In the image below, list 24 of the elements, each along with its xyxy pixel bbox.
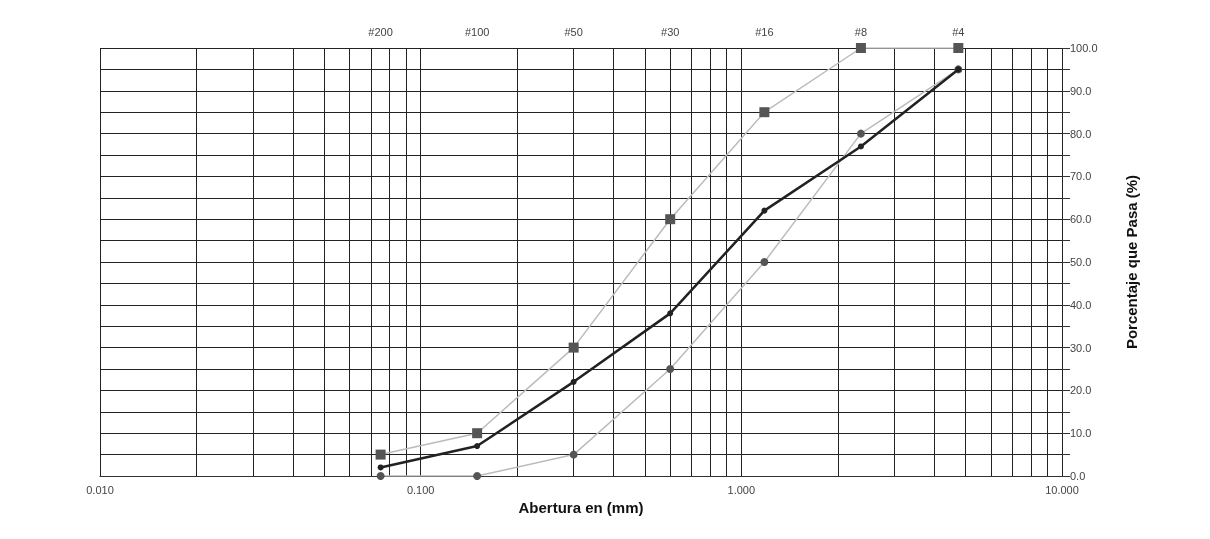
text: #200 — [368, 26, 393, 38]
y-tick-label: 90.0 — [1070, 84, 1092, 97]
x-tick-label: 1.000 — [727, 483, 756, 496]
y-axis-title: Porcentaje que Pasa (%) — [1123, 174, 1140, 350]
text: #30 — [661, 26, 680, 38]
y-tick-label: 70.0 — [1070, 170, 1092, 183]
y-tick-label: 0.0 — [1070, 470, 1086, 482]
y-tick-label: 40.0 — [1070, 298, 1092, 311]
x-axis-title: Abertura en (mm) — [518, 498, 644, 516]
text: #100 — [464, 26, 490, 38]
y-tick-label: 60.0 — [1070, 213, 1092, 226]
y-tick-label: 50.0 — [1070, 256, 1092, 268]
text: #8 — [854, 26, 868, 38]
x-tick-label: 0.100 — [406, 483, 435, 496]
text: #4 — [952, 26, 965, 38]
text: #50 — [564, 26, 583, 38]
y-tick-label: 100.0 — [1070, 42, 1098, 54]
y-tick-label: 80.0 — [1070, 127, 1092, 140]
text: #16 — [755, 26, 774, 38]
x-tick-label: 10.000 — [1045, 483, 1079, 496]
y-tick-label: 10.0 — [1070, 427, 1092, 440]
y-tick-label: 30.0 — [1070, 341, 1092, 354]
x-tick-label: 0.010 — [86, 483, 114, 496]
y-tick-label: 20.0 — [1070, 384, 1092, 397]
